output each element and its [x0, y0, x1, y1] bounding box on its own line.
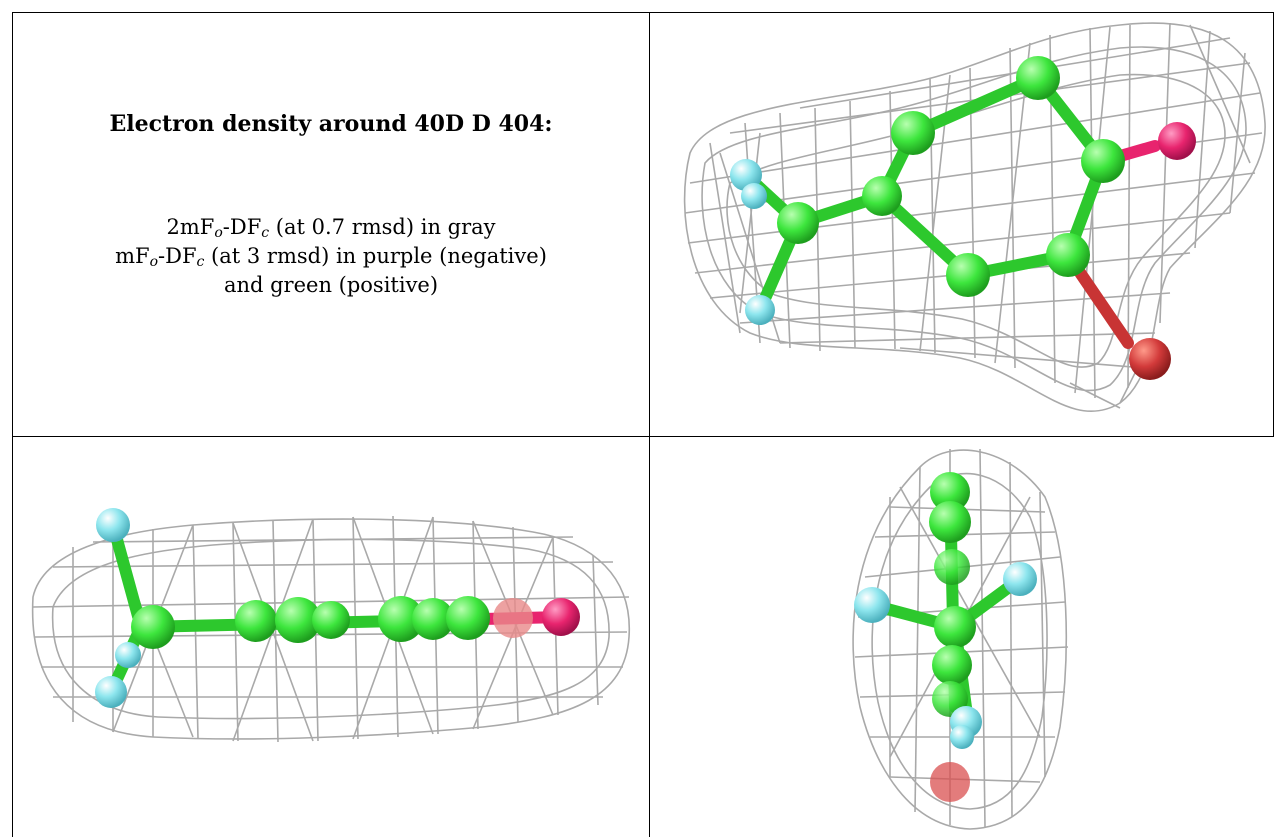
- legend-fofc-positive: and green (positive): [223, 273, 439, 297]
- side-view: [13, 437, 649, 837]
- density-mesh: [852, 448, 1069, 830]
- atoms: [730, 56, 1196, 380]
- top-view-render: [683, 22, 1266, 413]
- density-mesh: [683, 22, 1266, 413]
- end-view-render: [852, 448, 1069, 830]
- table-border-center: [649, 12, 650, 837]
- top-view: [650, 13, 1273, 436]
- legend-2fofc: 2mFo-DFc (at 0.7 rmsd) in gray: [166, 215, 496, 241]
- table-border-left: [12, 12, 13, 837]
- atoms: [95, 508, 580, 708]
- side-view-render: [31, 508, 630, 743]
- figure-title: Electron density around 40D D 404:: [109, 111, 553, 137]
- end-view: [650, 437, 1273, 837]
- atoms: [854, 472, 1037, 802]
- caption-cell: Electron density around 40D D 404: 2mFo-…: [13, 13, 649, 436]
- table-border-middle: [12, 436, 1274, 437]
- figure-description: 2mFo-DFc (at 0.7 rmsd) in gray mFo-DFc (…: [13, 213, 649, 300]
- table-border-top: [12, 12, 1274, 13]
- table-border-right: [1273, 12, 1274, 437]
- legend-fofc: mFo-DFc (at 3 rmsd) in purple (negative): [115, 244, 547, 270]
